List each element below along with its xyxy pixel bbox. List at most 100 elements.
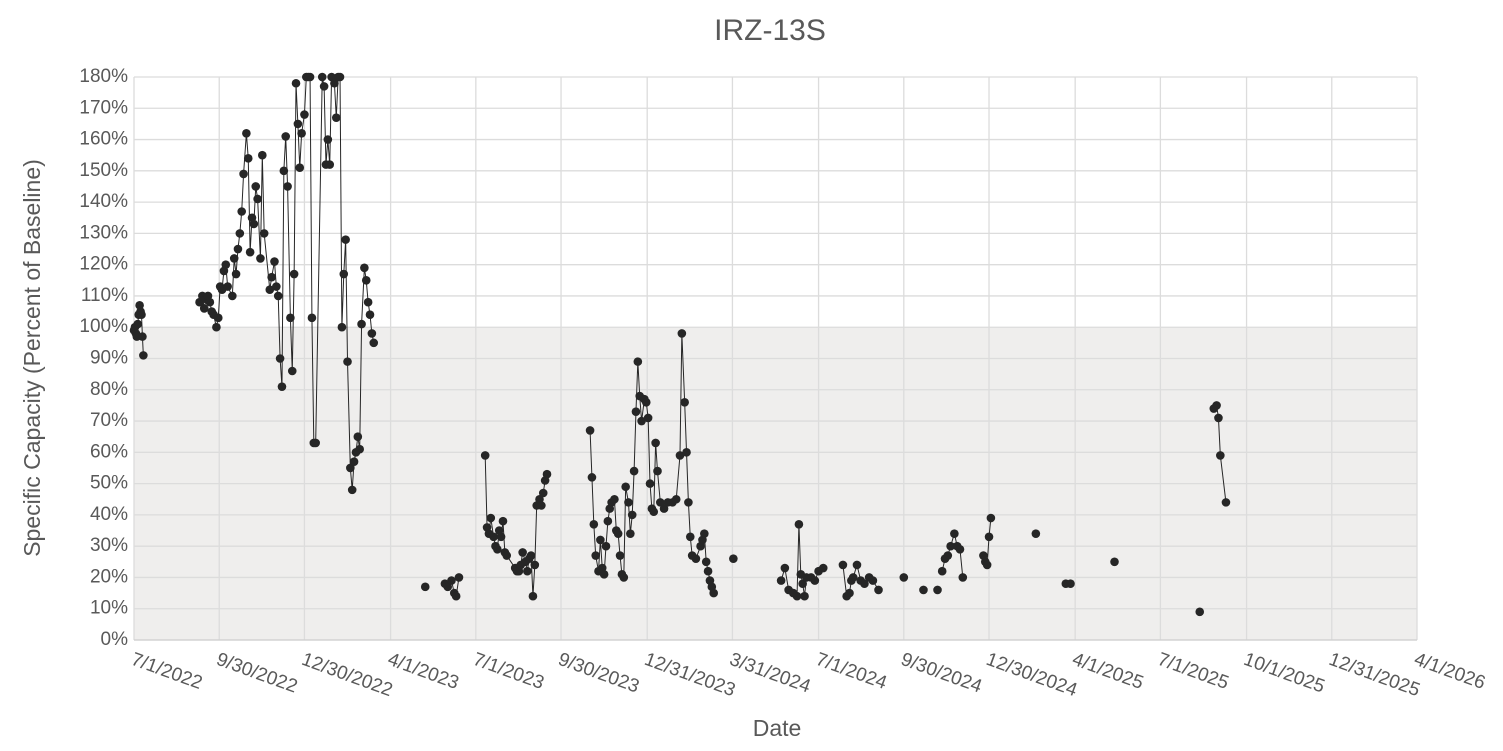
data-point <box>337 322 347 332</box>
data-point <box>311 438 320 448</box>
data-point <box>228 291 237 301</box>
data-point <box>447 576 456 585</box>
data-point <box>138 332 147 341</box>
data-point <box>528 591 538 601</box>
data-point <box>518 548 527 557</box>
data-point <box>1066 579 1075 588</box>
data-point <box>498 516 508 526</box>
data-point <box>982 560 992 570</box>
data-point <box>624 498 633 507</box>
y-tick-label: 110% <box>81 285 128 306</box>
data-point <box>291 78 301 88</box>
y-tick-label: 100% <box>79 316 128 337</box>
data-point <box>955 544 965 554</box>
data-point <box>221 260 231 269</box>
data-point <box>919 585 928 595</box>
data-point <box>253 194 262 204</box>
data-point <box>776 576 786 585</box>
data-point <box>649 507 659 517</box>
y-tick-label: 10% <box>90 598 128 619</box>
x-tick-label: 9/30/2022 <box>214 649 301 698</box>
data-point <box>443 582 453 592</box>
data-point <box>365 310 375 320</box>
data-point <box>496 532 506 542</box>
x-tick-label: 7/1/2023 <box>470 649 547 694</box>
data-point <box>633 357 643 366</box>
data-point <box>943 551 953 560</box>
data-point <box>800 591 809 601</box>
y-tick-label: 70% <box>90 410 128 431</box>
data-point <box>629 466 639 476</box>
data-point <box>685 532 695 542</box>
data-point <box>139 351 148 360</box>
data-point <box>1221 498 1231 507</box>
y-tick-label: 0% <box>101 629 129 650</box>
data-point <box>231 269 241 279</box>
data-point <box>229 254 239 263</box>
data-point <box>651 438 660 448</box>
data-point <box>709 588 718 598</box>
data-point <box>684 498 693 507</box>
data-point <box>341 235 350 244</box>
data-point <box>245 247 255 257</box>
data-point <box>619 573 629 582</box>
data-point <box>653 466 662 476</box>
x-tick-label: 12/30/2022 <box>299 649 396 701</box>
data-point <box>627 510 637 520</box>
data-point <box>346 463 355 473</box>
data-point <box>300 110 309 119</box>
data-point <box>223 282 232 291</box>
data-point <box>287 366 297 376</box>
x-tick-label: 7/1/2024 <box>813 649 890 694</box>
x-tick-label: 4/1/2026 <box>1411 649 1488 694</box>
data-point <box>626 529 635 538</box>
data-point <box>1212 401 1221 410</box>
data-point <box>937 566 947 576</box>
data-point <box>493 544 502 554</box>
x-tick-label: 12/31/2023 <box>641 649 738 701</box>
data-point <box>691 554 701 563</box>
data-point <box>367 329 377 338</box>
y-tick-label: 90% <box>90 348 128 369</box>
data-point <box>199 304 209 313</box>
data-point <box>671 494 681 504</box>
data-point <box>239 169 248 179</box>
data-point <box>319 82 329 91</box>
data-point <box>295 163 305 173</box>
data-point <box>256 254 265 263</box>
data-point <box>1110 557 1119 567</box>
data-point <box>339 269 349 279</box>
data-point <box>523 566 532 576</box>
data-point <box>451 591 461 601</box>
data-point <box>237 207 246 216</box>
y-tick-label: 170% <box>79 97 128 118</box>
x-tick-label: 4/1/2023 <box>385 649 462 694</box>
data-point <box>587 473 597 482</box>
data-point <box>213 313 223 323</box>
data-point <box>656 498 665 507</box>
data-point <box>323 135 333 144</box>
y-tick-label: 130% <box>79 222 128 243</box>
data-point <box>677 329 687 338</box>
x-tick-label: 10/1/2025 <box>1241 649 1328 698</box>
data-point <box>297 129 306 138</box>
y-tick-label: 180% <box>79 66 128 87</box>
data-point <box>986 513 996 523</box>
data-point <box>874 585 883 595</box>
data-point <box>279 166 289 176</box>
data-point <box>307 313 317 323</box>
data-point <box>637 416 646 426</box>
data-point <box>325 160 335 169</box>
data-point <box>645 479 655 488</box>
data-point <box>589 519 599 529</box>
data-point <box>1216 451 1225 460</box>
data-point <box>542 469 552 479</box>
data-point <box>355 444 364 454</box>
data-point <box>899 573 909 582</box>
data-point <box>848 573 858 582</box>
data-point <box>1031 529 1041 538</box>
data-point <box>984 532 994 542</box>
data-point <box>242 129 251 138</box>
data-point <box>643 413 653 423</box>
